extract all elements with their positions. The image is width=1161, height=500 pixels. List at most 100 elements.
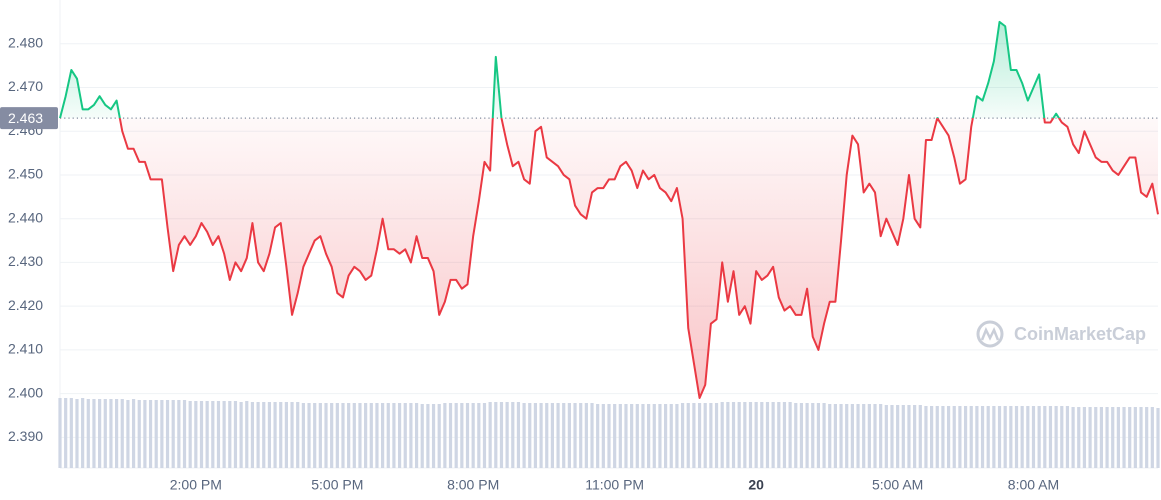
volume-bar: [873, 404, 877, 468]
volume-bar: [771, 402, 775, 468]
volume-bar: [392, 403, 396, 468]
watermark: CoinMarketCap: [976, 320, 1146, 348]
volume-bar: [1139, 407, 1143, 468]
volume-bar: [567, 403, 571, 468]
volume-bar: [545, 403, 549, 468]
volume-bar: [499, 402, 504, 468]
x-tick-label: 11:00 PM: [585, 477, 644, 493]
volume-bar: [1003, 406, 1007, 468]
volume-bar: [397, 403, 402, 468]
volume-bar: [414, 403, 419, 468]
volume-bar: [369, 403, 373, 468]
volume-bar: [284, 402, 288, 468]
volume-bar: [75, 399, 79, 468]
volume-bar: [816, 403, 821, 468]
volume-bar: [103, 399, 107, 468]
volume-bar: [573, 403, 577, 468]
volume-bar: [663, 404, 668, 468]
volume-bar: [324, 403, 328, 468]
volume-bar: [296, 402, 300, 468]
volume-bar: [930, 406, 934, 468]
volume-bar: [765, 402, 770, 468]
volume-bar: [488, 402, 492, 468]
volume-bar: [862, 404, 866, 468]
volume-bar: [1156, 408, 1160, 468]
volume-bar: [1014, 406, 1019, 468]
volume-bar: [437, 404, 441, 468]
volume-bar: [222, 401, 226, 468]
volume-bar: [1077, 407, 1081, 468]
volume-bar: [935, 406, 939, 468]
volume-bar: [952, 406, 956, 468]
volume-bar: [896, 405, 900, 468]
volume-bar: [273, 402, 277, 468]
volume-bar: [358, 403, 362, 468]
volume-bar: [550, 403, 555, 468]
volume-bar: [307, 403, 311, 468]
volume-bar: [1060, 406, 1064, 468]
volume-bar: [856, 404, 860, 468]
volume-bar: [64, 398, 68, 468]
volume-bar: [239, 402, 243, 468]
volume-bar: [233, 401, 238, 468]
volume-bars: [58, 398, 1160, 468]
y-tick-label: 2.430: [8, 253, 43, 269]
volume-bar: [845, 404, 849, 468]
volume-bar: [839, 404, 843, 468]
volume-bar: [114, 399, 119, 468]
volume-bar: [154, 400, 158, 468]
volume-bar: [1031, 406, 1036, 468]
areas: [60, 21, 1158, 399]
volume-bar: [941, 406, 945, 468]
volume-bar: [584, 403, 588, 468]
y-tick-label: 2.440: [8, 209, 43, 225]
volume-bar: [403, 403, 407, 468]
volume-bar: [907, 405, 911, 468]
volume-bar: [86, 399, 90, 468]
volume-bar: [341, 403, 345, 468]
volume-bar: [596, 404, 600, 468]
volume-bar: [958, 406, 962, 468]
volume-bar: [635, 404, 639, 468]
labels: 2.3902.4002.4102.4202.4302.4402.4502.460…: [0, 34, 1059, 493]
volume-bar: [522, 403, 526, 468]
volume-bar: [126, 400, 130, 468]
volume-bar: [686, 403, 690, 468]
volume-bar: [171, 400, 175, 468]
volume-bar: [556, 403, 560, 468]
volume-bar: [120, 399, 124, 468]
volume-bar: [777, 402, 781, 468]
lines: [59, 20, 1159, 400]
volume-bar: [986, 406, 990, 468]
volume-bar: [330, 403, 334, 468]
volume-bar: [420, 404, 424, 468]
volume-bar: [890, 405, 894, 468]
x-tick-label: 5:00 AM: [872, 477, 923, 493]
volume-bar: [194, 401, 198, 468]
volume-bar: [216, 401, 221, 468]
volume-bar: [675, 404, 679, 468]
volume-bar: [256, 402, 260, 468]
volume-bar: [290, 402, 294, 468]
volume-bar: [1088, 407, 1092, 468]
volume-bar: [1133, 407, 1137, 468]
volume-bar: [822, 403, 826, 468]
volume-bar: [539, 403, 543, 468]
volume-bar: [279, 402, 283, 468]
volume-bar: [426, 404, 430, 468]
volume-bar: [511, 402, 515, 468]
volume-bar: [992, 406, 996, 468]
y-tick-label: 2.400: [8, 384, 43, 400]
volume-bar: [477, 403, 481, 468]
volume-bar: [533, 403, 538, 468]
volume-bar: [641, 404, 645, 468]
volume-bar: [443, 403, 447, 468]
volume-bar: [211, 401, 215, 468]
volume-bar: [630, 404, 634, 468]
volume-bar: [1048, 406, 1053, 468]
volume-bar: [590, 403, 594, 468]
volume-bar: [409, 403, 413, 468]
y-tick-label: 2.390: [8, 428, 43, 444]
